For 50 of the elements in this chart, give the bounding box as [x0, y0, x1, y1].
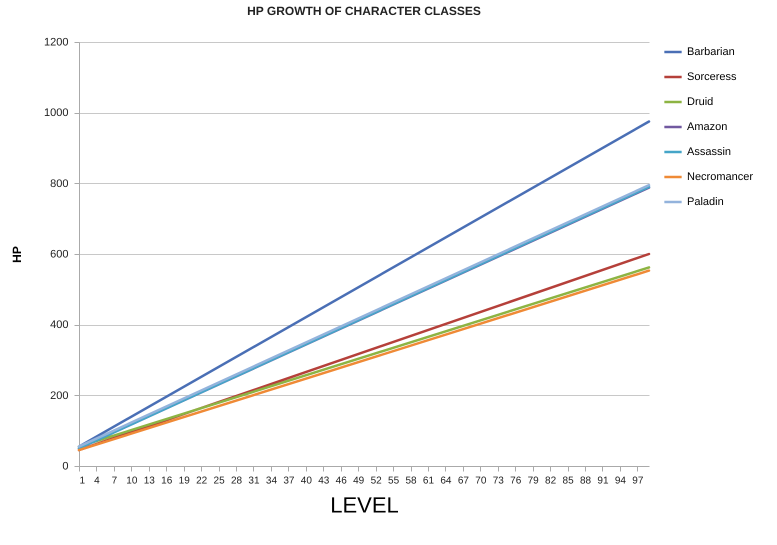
x-axis-title: LEVEL: [330, 492, 399, 518]
legend-label: Assassin: [687, 146, 732, 158]
x-tick-label: 31: [248, 476, 260, 486]
y-tick-label: 800: [50, 178, 68, 190]
x-tick-label: 19: [178, 476, 190, 486]
x-tick-label: 97: [632, 476, 644, 486]
x-tick-label: 40: [300, 476, 312, 486]
x-tick-label: 34: [266, 476, 278, 486]
x-tick-label: 91: [597, 476, 609, 486]
x-tick-label: 37: [283, 476, 295, 486]
x-tick-label: 52: [370, 476, 382, 486]
x-tick-label: 49: [353, 476, 365, 486]
legend-label: Sorceress: [687, 71, 738, 83]
x-tick-label: 85: [562, 476, 574, 486]
x-tick-label: 82: [545, 476, 557, 486]
y-tick-label: 0: [62, 460, 68, 472]
legend-label: Druid: [687, 96, 714, 108]
x-tick-label: 94: [614, 476, 626, 486]
x-tick-label: 25: [214, 476, 226, 486]
chart-title: HP GROWTH OF CHARACTER CLASSES: [247, 4, 481, 18]
legend-label: Amazon: [687, 121, 728, 133]
x-tick-label: 43: [318, 476, 330, 486]
x-tick-label: 10: [126, 476, 138, 486]
x-tick-label: 28: [230, 476, 243, 486]
x-tick-label: 16: [161, 476, 173, 486]
y-tick-label: 1200: [44, 36, 68, 48]
x-tick-label: 4: [94, 476, 100, 486]
x-tick-label: 79: [528, 476, 540, 486]
x-tick-label: 88: [580, 476, 592, 486]
x-tick-label: 58: [405, 476, 418, 486]
x-tick-label: 1: [80, 476, 86, 486]
x-tick-label: 70: [475, 476, 487, 486]
x-tick-label: 73: [492, 476, 504, 486]
y-axis-title: HP: [10, 246, 24, 263]
legend-label: Paladin: [687, 196, 724, 208]
x-tick-label: 76: [510, 476, 522, 486]
x-tick-label: 22: [196, 476, 208, 486]
x-tick-label: 7: [112, 476, 118, 486]
x-tick-label: 46: [336, 476, 348, 486]
y-tick-label: 200: [50, 390, 68, 402]
legend-label: Barbarian: [687, 46, 735, 58]
x-tick-label: 67: [458, 476, 470, 486]
x-tick-label: 55: [388, 476, 400, 486]
y-tick-label: 1000: [44, 107, 68, 120]
x-tick-label: 61: [422, 476, 434, 486]
legend-label: Necromancer: [687, 171, 754, 183]
y-tick-label: 400: [50, 319, 68, 332]
y-tick-label: 600: [50, 248, 68, 260]
x-tick-label: 64: [440, 476, 452, 486]
x-tick-label: 13: [144, 476, 156, 486]
